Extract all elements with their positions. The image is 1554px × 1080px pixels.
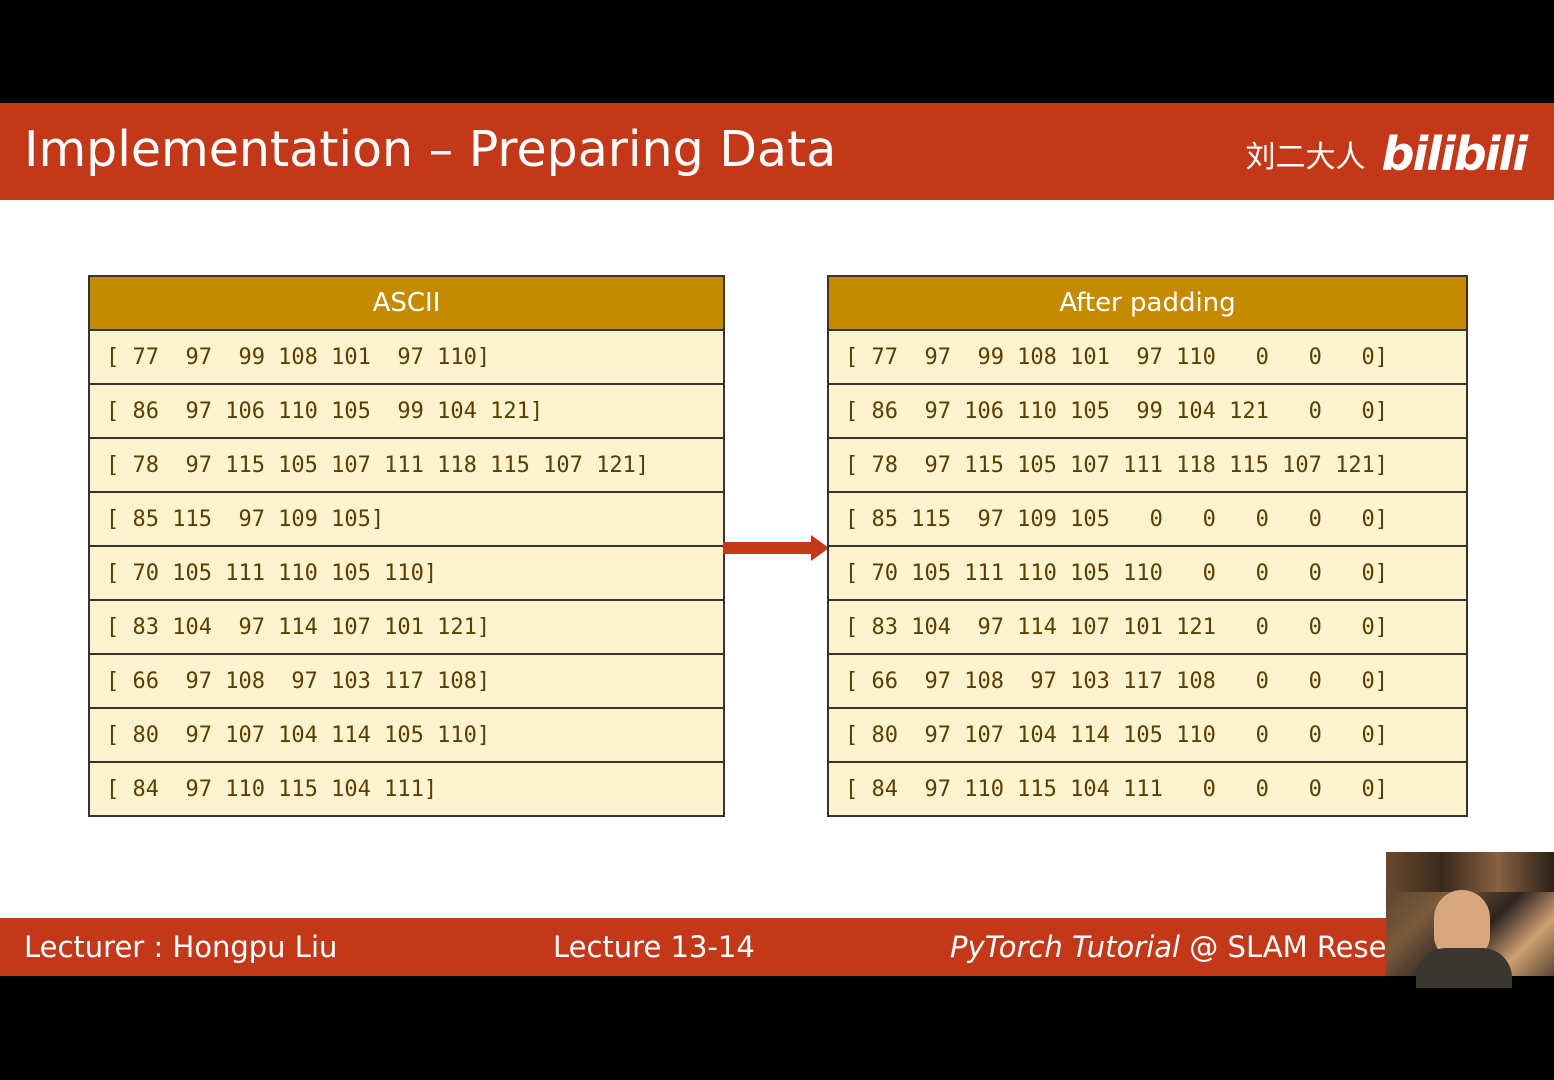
presenter-webcam [1386,852,1554,988]
bilibili-logo: bilibili [1381,127,1528,181]
course-label: PyTorch Tutorial @ SLAM Resea [950,930,1404,964]
padded-row: [ 85 115 97 109 105 0 0 0 0 0] [829,493,1466,547]
lecturer-label: Lecturer : Hongpu Liu [24,930,338,964]
ascii-row: [ 80 97 107 104 114 105 110] [90,709,723,763]
slide: Implementation – Preparing Data 刘二大人 bil… [0,103,1554,976]
padded-row: [ 80 97 107 104 114 105 110 0 0 0] [829,709,1466,763]
padded-row: [ 83 104 97 114 107 101 121 0 0 0] [829,601,1466,655]
ascii-row: [ 70 105 111 110 105 110] [90,547,723,601]
padded-row: [ 70 105 111 110 105 110 0 0 0 0] [829,547,1466,601]
ascii-row: [ 86 97 106 110 105 99 104 121] [90,385,723,439]
ascii-table: ASCII [ 77 97 99 108 101 97 110] [ 86 97… [88,275,725,817]
slide-title: Implementation – Preparing Data [24,121,837,178]
padded-row: [ 77 97 99 108 101 97 110 0 0 0] [829,331,1466,385]
ascii-row: [ 66 97 108 97 103 117 108] [90,655,723,709]
brand-text: 刘二大人 [1245,140,1366,175]
padded-table-header: After padding [829,277,1466,331]
padded-table: After padding [ 77 97 99 108 101 97 110 … [827,275,1468,817]
padded-row: [ 84 97 110 115 104 111 0 0 0 0] [829,763,1466,815]
footer-bar: Lecturer : Hongpu Liu Lecture 13-14 PyTo… [0,918,1554,976]
course-affiliation: @ SLAM Resea [1180,930,1405,964]
ascii-table-header: ASCII [90,277,723,331]
ascii-row: [ 83 104 97 114 107 101 121] [90,601,723,655]
course-name: PyTorch Tutorial [950,930,1181,964]
padded-row: [ 78 97 115 105 107 111 118 115 107 121] [829,439,1466,493]
webcam-background [1386,852,1554,892]
brand: 刘二大人 bilibili [1245,127,1528,181]
ascii-row: [ 85 115 97 109 105] [90,493,723,547]
ascii-row: [ 84 97 110 115 104 111] [90,763,723,815]
title-bar: Implementation – Preparing Data 刘二大人 bil… [0,103,1554,200]
ascii-row: [ 77 97 99 108 101 97 110] [90,331,723,385]
presenter-body [1416,948,1512,988]
lecture-number: Lecture 13-14 [553,930,755,964]
ascii-row: [ 78 97 115 105 107 111 118 115 107 121] [90,439,723,493]
padded-row: [ 66 97 108 97 103 117 108 0 0 0] [829,655,1466,709]
padded-row: [ 86 97 106 110 105 99 104 121 0 0] [829,385,1466,439]
right-arrow-icon [723,535,829,561]
